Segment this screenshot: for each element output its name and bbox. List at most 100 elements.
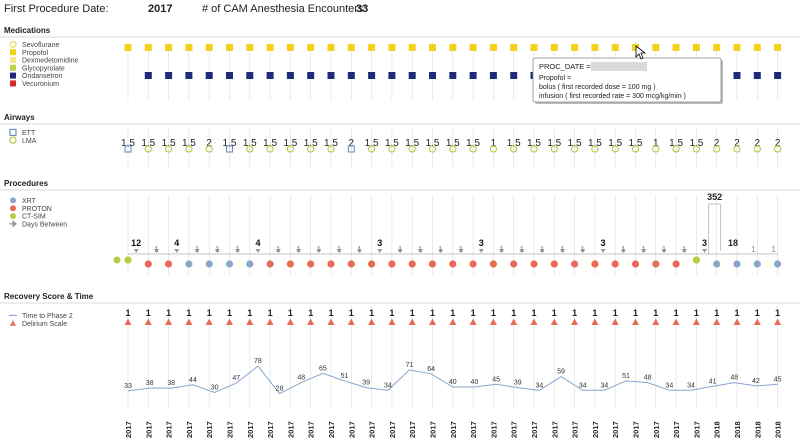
procedure-xrt-marker[interactable] [733,260,741,268]
delirium-marker[interactable] [124,318,132,326]
procedure-proton-marker[interactable] [307,260,315,268]
procedure-xrt-marker[interactable] [205,260,213,268]
procedure-proton-marker[interactable] [469,260,477,268]
airway-lma-marker[interactable] [205,145,213,153]
propofol-marker[interactable] [368,44,376,51]
procedure-proton-marker[interactable] [530,260,538,268]
procedure-proton-marker[interactable] [266,260,274,268]
delirium-marker[interactable] [429,318,436,326]
propofol-marker[interactable] [307,44,315,51]
delirium-marker[interactable] [632,318,639,326]
propofol-marker[interactable] [286,44,294,51]
propofol-marker[interactable] [591,44,599,51]
propofol-marker[interactable] [632,44,639,51]
ondansetron-marker[interactable] [144,72,152,79]
delirium-marker[interactable] [591,318,599,326]
procedure-proton-marker[interactable] [165,260,173,268]
procedure-proton-marker[interactable] [368,260,376,268]
procedure-proton-marker[interactable] [672,260,680,268]
airway-lma-marker[interactable] [164,145,173,153]
propofol-marker[interactable] [652,44,660,51]
propofol-marker[interactable] [347,44,355,51]
ondansetron-marker[interactable] [469,72,477,79]
propofol-marker[interactable] [571,44,579,51]
procedure-proton-marker[interactable] [408,260,416,268]
propofol-marker[interactable] [429,44,436,51]
delirium-marker[interactable] [388,318,396,326]
propofol-marker[interactable] [469,44,477,51]
ondansetron-marker[interactable] [246,72,254,79]
delirium-marker[interactable] [571,318,579,326]
procedure-xrt-marker[interactable] [246,260,254,268]
procedure-xrt-marker[interactable] [185,260,193,268]
airway-lma-marker[interactable] [672,145,680,153]
airway-lma-marker[interactable] [652,145,660,153]
airway-lma-marker[interactable] [449,145,457,153]
ondansetron-marker[interactable] [185,72,193,79]
propofol-marker[interactable] [611,44,619,51]
delirium-marker[interactable] [469,318,477,326]
propofol-marker[interactable] [774,44,782,51]
delirium-marker[interactable] [672,318,680,326]
ondansetron-marker[interactable] [408,72,416,79]
procedure-proton-marker[interactable] [631,260,640,268]
airway-lma-marker[interactable] [692,145,701,153]
delirium-marker[interactable] [489,318,497,326]
ondansetron-marker[interactable] [429,72,436,79]
delirium-marker[interactable] [144,318,152,326]
procedure-proton-marker[interactable] [286,260,294,268]
airway-lma-marker[interactable] [367,145,376,153]
propofol-marker[interactable] [205,44,213,51]
ondansetron-marker[interactable] [368,72,376,79]
propofol-marker[interactable] [733,44,741,51]
procedure-proton-marker[interactable] [388,260,396,268]
procedure-proton-marker[interactable] [327,260,335,268]
procedure-proton-marker[interactable] [347,260,355,268]
ondansetron-marker[interactable] [226,72,233,79]
airway-lma-marker[interactable] [327,145,335,153]
procedure-proton-marker[interactable] [571,260,579,268]
delirium-marker[interactable] [286,318,294,326]
airway-lma-marker[interactable] [733,145,741,153]
airway-ett-marker[interactable] [347,145,355,153]
airway-lma-marker[interactable] [408,145,416,153]
procedure-xrt-marker[interactable] [774,260,782,268]
procedure-proton-marker[interactable] [611,260,619,268]
propofol-marker[interactable] [713,44,721,51]
procedure-ct-sim-marker[interactable] [692,256,701,264]
ondansetron-marker[interactable] [388,72,396,79]
propofol-marker[interactable] [489,44,497,51]
airway-lma-marker[interactable] [591,145,599,153]
airway-lma-marker[interactable] [428,145,437,153]
airway-ett-marker[interactable] [124,145,132,153]
propofol-marker[interactable] [266,44,274,51]
ondansetron-marker[interactable] [266,72,274,79]
propofol-marker[interactable] [408,44,416,51]
airway-lma-marker[interactable] [286,145,295,153]
delirium-marker[interactable] [347,318,355,326]
airway-lma-marker[interactable] [469,145,477,153]
delirium-marker[interactable] [611,318,619,326]
delirium-marker[interactable] [368,318,376,326]
delirium-marker[interactable] [774,318,782,326]
propofol-marker[interactable] [550,44,558,51]
procedure-proton-marker[interactable] [489,260,497,268]
delirium-marker[interactable] [185,318,193,326]
airway-lma-marker[interactable] [611,145,619,153]
ondansetron-marker[interactable] [205,72,213,79]
ondansetron-marker[interactable] [165,72,173,79]
propofol-marker[interactable] [226,44,233,51]
ondansetron-marker[interactable] [733,72,741,79]
propofol-marker[interactable] [165,44,173,51]
delirium-marker[interactable] [165,318,173,326]
airway-lma-marker[interactable] [489,145,498,153]
propofol-marker[interactable] [388,44,396,51]
delirium-marker[interactable] [266,318,274,326]
delirium-marker[interactable] [652,318,660,326]
procedure-xrt-marker[interactable] [753,260,761,268]
propofol-marker[interactable] [530,44,538,51]
ondansetron-marker[interactable] [753,72,761,79]
ondansetron-marker[interactable] [510,72,518,79]
airway-lma-marker[interactable] [713,145,721,153]
airway-lma-marker[interactable] [773,145,782,153]
